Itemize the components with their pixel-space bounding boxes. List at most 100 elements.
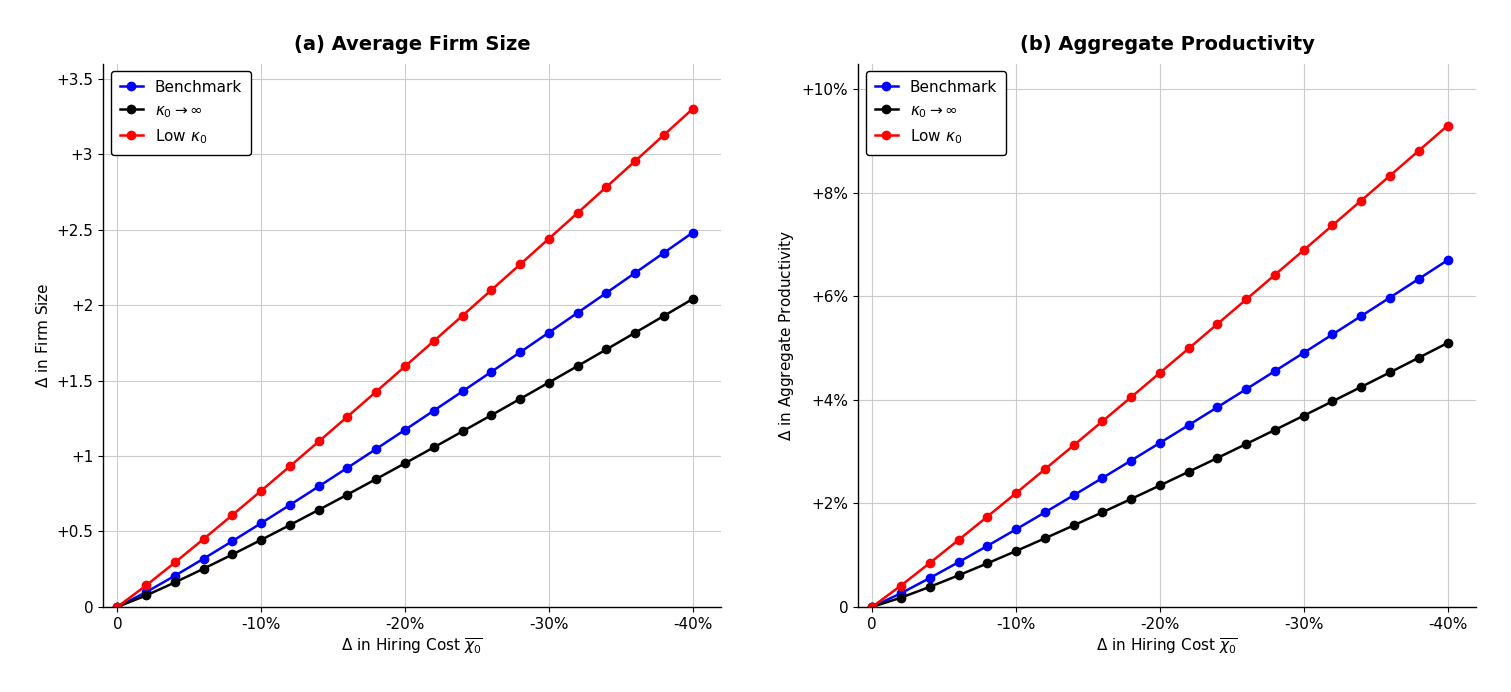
Legend: Benchmark, $\kappa_0 \rightarrow \infty$, Low $\kappa_0$: Benchmark, $\kappa_0 \rightarrow \infty$… [110, 71, 251, 156]
Line: $\kappa_0 \rightarrow \infty$: $\kappa_0 \rightarrow \infty$ [869, 339, 1452, 611]
$\kappa_0 \rightarrow \infty$ [683, 295, 701, 303]
Benchmark [863, 603, 881, 611]
Benchmark [1209, 403, 1227, 411]
$\kappa_0 \rightarrow \infty$ [166, 579, 184, 587]
$\kappa_0 \rightarrow \infty$ [252, 536, 270, 544]
$\kappa_0 \rightarrow \infty$ [310, 506, 328, 514]
Low $\kappa_0$ [511, 260, 529, 268]
Low $\kappa_0$ [281, 462, 299, 471]
$\kappa_0 \rightarrow \infty$ [1295, 412, 1313, 420]
X-axis label: $\Delta$ in Hiring Cost $\overline{\chi_0}$: $\Delta$ in Hiring Cost $\overline{\chi_… [1097, 637, 1238, 657]
Benchmark [453, 387, 471, 395]
Low $\kappa_0$ [425, 337, 443, 345]
Benchmark [138, 588, 156, 597]
$\kappa_0 \rightarrow \infty$ [654, 312, 672, 320]
Low $\kappa_0$ [367, 388, 385, 396]
Benchmark [654, 248, 672, 257]
$\kappa_0 \rightarrow \infty$ [1352, 383, 1370, 391]
Low $\kappa_0$ [1209, 320, 1227, 328]
$\kappa_0 \rightarrow \infty$ [597, 345, 615, 354]
Line: Low $\kappa_0$: Low $\kappa_0$ [113, 104, 697, 611]
Low $\kappa_0$ [920, 559, 938, 567]
Benchmark [626, 268, 644, 277]
Low $\kappa_0$ [482, 286, 500, 294]
Benchmark [224, 537, 242, 545]
Benchmark [1123, 457, 1141, 465]
Benchmark [396, 426, 414, 434]
$\kappa_0 \rightarrow \infty$ [891, 594, 910, 602]
Benchmark [338, 464, 357, 472]
Benchmark [568, 309, 586, 317]
$\kappa_0 \rightarrow \infty$ [224, 550, 242, 558]
Low $\kappa_0$ [396, 362, 414, 370]
Low $\kappa_0$ [539, 235, 558, 243]
Benchmark [1410, 275, 1428, 283]
Benchmark [1381, 293, 1399, 302]
Low $\kappa_0$ [138, 581, 156, 590]
Low $\kappa_0$ [1035, 465, 1053, 473]
Benchmark [109, 603, 127, 611]
Benchmark [1438, 256, 1457, 264]
Low $\kappa_0$ [863, 603, 881, 611]
Benchmark [511, 348, 529, 356]
$\kappa_0 \rightarrow \infty$ [396, 459, 414, 467]
Low $\kappa_0$ [1381, 172, 1399, 180]
Low $\kappa_0$ [978, 513, 996, 521]
$\kappa_0 \rightarrow \infty$ [920, 583, 938, 591]
Low $\kappa_0$ [891, 581, 910, 590]
Low $\kappa_0$ [949, 536, 967, 544]
$\kappa_0 \rightarrow \infty$ [1381, 368, 1399, 376]
$\kappa_0 \rightarrow \infty$ [539, 379, 558, 387]
Low $\kappa_0$ [1295, 246, 1313, 254]
Low $\kappa_0$ [1123, 393, 1141, 401]
Low $\kappa_0$ [683, 104, 701, 113]
Low $\kappa_0$ [224, 511, 242, 519]
Benchmark [891, 589, 910, 597]
Low $\kappa_0$ [626, 157, 644, 165]
Low $\kappa_0$ [568, 209, 586, 217]
Line: Low $\kappa_0$: Low $\kappa_0$ [869, 122, 1452, 611]
Benchmark [978, 542, 996, 550]
Benchmark [1266, 367, 1284, 375]
Title: (a) Average Firm Size: (a) Average Firm Size [295, 35, 530, 54]
$\kappa_0 \rightarrow \infty$ [425, 444, 443, 452]
$\kappa_0 \rightarrow \infty$ [511, 394, 529, 403]
$\kappa_0 \rightarrow \infty$ [1410, 354, 1428, 362]
Benchmark [1238, 385, 1256, 393]
$\kappa_0 \rightarrow \infty$ [1324, 397, 1342, 406]
Line: $\kappa_0 \rightarrow \infty$: $\kappa_0 \rightarrow \infty$ [113, 295, 697, 611]
$\kappa_0 \rightarrow \infty$ [109, 603, 127, 611]
Line: Benchmark: Benchmark [869, 256, 1452, 611]
Benchmark [1180, 421, 1198, 429]
$\kappa_0 \rightarrow \infty$ [281, 521, 299, 529]
$\kappa_0 \rightarrow \infty$ [367, 475, 385, 483]
Benchmark [1324, 330, 1342, 338]
Y-axis label: $\Delta$ in Firm Size: $\Delta$ in Firm Size [35, 282, 51, 388]
$\kappa_0 \rightarrow \infty$ [568, 362, 586, 370]
Y-axis label: $\Delta$ in Aggregate Productivity: $\Delta$ in Aggregate Productivity [777, 230, 796, 441]
$\kappa_0 \rightarrow \infty$ [138, 591, 156, 599]
Low $\kappa_0$ [1438, 122, 1457, 130]
Low $\kappa_0$ [1180, 345, 1198, 353]
Benchmark [367, 445, 385, 453]
Low $\kappa_0$ [453, 311, 471, 320]
Benchmark [310, 482, 328, 491]
Low $\kappa_0$ [654, 131, 672, 139]
Benchmark [920, 574, 938, 582]
Benchmark [1035, 508, 1053, 516]
X-axis label: $\Delta$ in Hiring Cost $\overline{\chi_0}$: $\Delta$ in Hiring Cost $\overline{\chi_… [341, 637, 484, 657]
Line: Benchmark: Benchmark [113, 228, 697, 611]
$\kappa_0 \rightarrow \infty$ [1238, 440, 1256, 448]
Title: (b) Aggregate Productivity: (b) Aggregate Productivity [1020, 35, 1315, 54]
$\kappa_0 \rightarrow \infty$ [195, 565, 213, 573]
Low $\kappa_0$ [310, 437, 328, 446]
$\kappa_0 \rightarrow \infty$ [1035, 534, 1053, 543]
Low $\kappa_0$ [1266, 271, 1284, 279]
Benchmark [1094, 474, 1112, 482]
Benchmark [1151, 439, 1170, 447]
Benchmark [482, 367, 500, 376]
Low $\kappa_0$ [1065, 441, 1083, 450]
Benchmark [1295, 349, 1313, 357]
Low $\kappa_0$ [1410, 147, 1428, 155]
$\kappa_0 \rightarrow \infty$ [1094, 508, 1112, 516]
